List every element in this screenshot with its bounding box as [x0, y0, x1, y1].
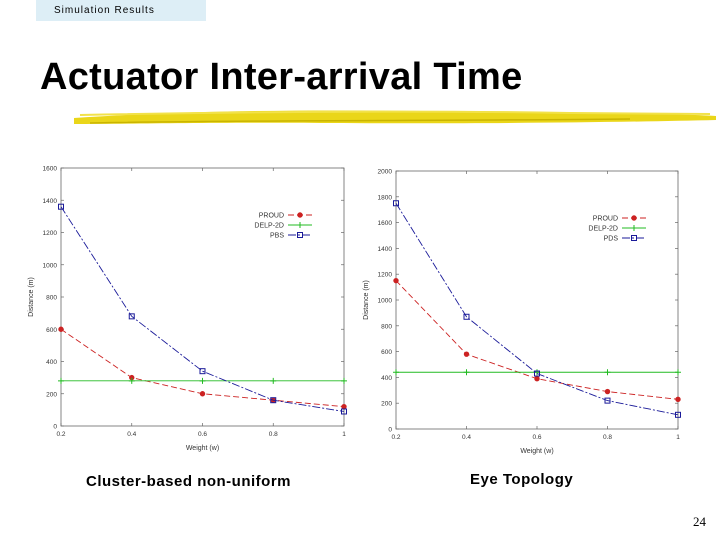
y-tick-label: 1200 [43, 230, 58, 237]
y-tick-label: 200 [46, 391, 57, 398]
chart-eye-topology: 0 200 400 600 800 1000 1200 1400 1600 1800 2000 0.2… [363, 169, 681, 455]
y-axis-label: Distance (m) [28, 277, 35, 317]
marker-delp2d [270, 377, 277, 384]
series-proud [393, 277, 681, 403]
x-tick-label: 0.8 [269, 431, 278, 438]
y-tick-label: 1400 [378, 246, 393, 253]
marker-delp2d [675, 369, 681, 376]
marker-delp2d [297, 222, 303, 228]
series-line-pbs [60, 206, 345, 412]
section-label: Simulation Results [54, 5, 155, 16]
y-tick-label: 1800 [378, 194, 393, 201]
plot-frame [60, 167, 345, 427]
series-pds [393, 200, 681, 418]
marker-delp2d [463, 369, 470, 376]
legend-entry-pbs: PBS [270, 232, 312, 240]
marker-pds [393, 200, 399, 207]
y-tick-label: 1200 [378, 272, 393, 279]
y-tick-label: 1600 [43, 166, 58, 173]
y-tick-label: 1000 [378, 298, 393, 305]
y-tick-label: 1000 [43, 262, 58, 269]
y-tick-label: 600 [46, 327, 57, 334]
marker-pds [534, 370, 540, 377]
legend-entry-proud: PROUD [593, 215, 646, 223]
x-tick-label: 0.6 [532, 434, 541, 441]
marker-pds [675, 411, 681, 418]
page-number: 24 [693, 514, 706, 529]
x-tick-label: 0.2 [391, 434, 400, 441]
y-tick-label: 800 [381, 323, 392, 330]
legend-label: PDS [604, 236, 619, 243]
marker-proud [199, 391, 206, 397]
legend-label: DELP-2D [588, 226, 618, 233]
marker-proud [534, 375, 540, 382]
y-axis-label: Distance (m) [363, 280, 370, 320]
marker-pbs [199, 368, 206, 375]
marker-proud [631, 215, 637, 221]
marker-proud [463, 351, 470, 357]
y-tick-label: 0 [53, 424, 57, 431]
y-tick-label: 1600 [378, 220, 393, 227]
caption-cluster-based: Cluster-based non-uniform [86, 473, 292, 490]
marker-delp2d [199, 377, 206, 384]
marker-delp2d [631, 225, 637, 231]
y-tick-label: 600 [381, 349, 392, 356]
x-tick-label: 0.4 [462, 434, 471, 441]
y-tick-label: 800 [46, 295, 57, 302]
y-tick-label: 1400 [43, 198, 58, 205]
x-tick-label: 0.4 [127, 431, 136, 438]
series-delp-2d [393, 369, 681, 376]
y-tick-label: 400 [46, 359, 57, 366]
series-pbs [58, 203, 347, 415]
marker-proud [341, 403, 347, 410]
legend-entry-delp-2d: DELP-2D [588, 225, 646, 233]
marker-proud [604, 388, 611, 395]
x-tick-label: 1 [342, 431, 346, 438]
chart-cluster-based: 0 200 400 600 800 1000 1200 1400 1600 0.2 0.4 0.6 0.… [28, 166, 347, 452]
series-proud [58, 326, 347, 410]
section-tab: Simulation Results [36, 0, 206, 21]
marker-pbs [58, 203, 64, 210]
marker-pbs [341, 408, 347, 415]
y-tick-label: 0 [388, 427, 392, 434]
marker-pbs [297, 232, 303, 238]
marker-proud [393, 277, 399, 284]
legend-label: PROUD [593, 216, 618, 223]
marker-delp2d [58, 377, 64, 384]
legend-entry-delp-2d: DELP-2D [254, 222, 312, 230]
marker-delp2d [393, 369, 399, 376]
y-tick-label: 2000 [378, 169, 393, 176]
series-delp-2d [58, 377, 347, 384]
x-axis-label: Weight (w) [520, 448, 553, 455]
marker-proud [58, 326, 64, 332]
x-tick-label: 1 [676, 434, 680, 441]
marker-pds [604, 397, 611, 404]
marker-delp2d [128, 377, 135, 384]
plot-frame [395, 170, 679, 430]
series-line-pds [395, 203, 679, 416]
marker-pds [463, 313, 470, 320]
x-tick-label: 0.6 [198, 431, 207, 438]
slide-title: Actuator Inter-arrival Time [40, 56, 523, 98]
legend-entry-proud: PROUD [259, 212, 312, 220]
legend-label: PBS [270, 233, 284, 240]
legend-entry-pds: PDS [604, 235, 646, 243]
marker-proud [675, 396, 681, 403]
marker-pbs [128, 313, 135, 320]
legend-label: PROUD [259, 213, 284, 220]
x-axis-label: Weight (w) [186, 445, 219, 452]
y-tick-label: 400 [381, 375, 392, 382]
marker-delp2d [604, 369, 611, 376]
title-underline-brush [74, 110, 716, 124]
marker-delp2d [341, 377, 347, 384]
x-tick-label: 0.2 [56, 431, 65, 438]
legend-label: DELP-2D [254, 223, 284, 230]
series-line-proud [395, 280, 679, 400]
caption-eye-topology: Eye Topology [470, 471, 574, 488]
y-tick-label: 200 [381, 401, 392, 408]
x-tick-label: 0.8 [603, 434, 612, 441]
marker-pds [631, 235, 637, 241]
marker-pbs [270, 397, 277, 404]
marker-proud [297, 212, 303, 218]
